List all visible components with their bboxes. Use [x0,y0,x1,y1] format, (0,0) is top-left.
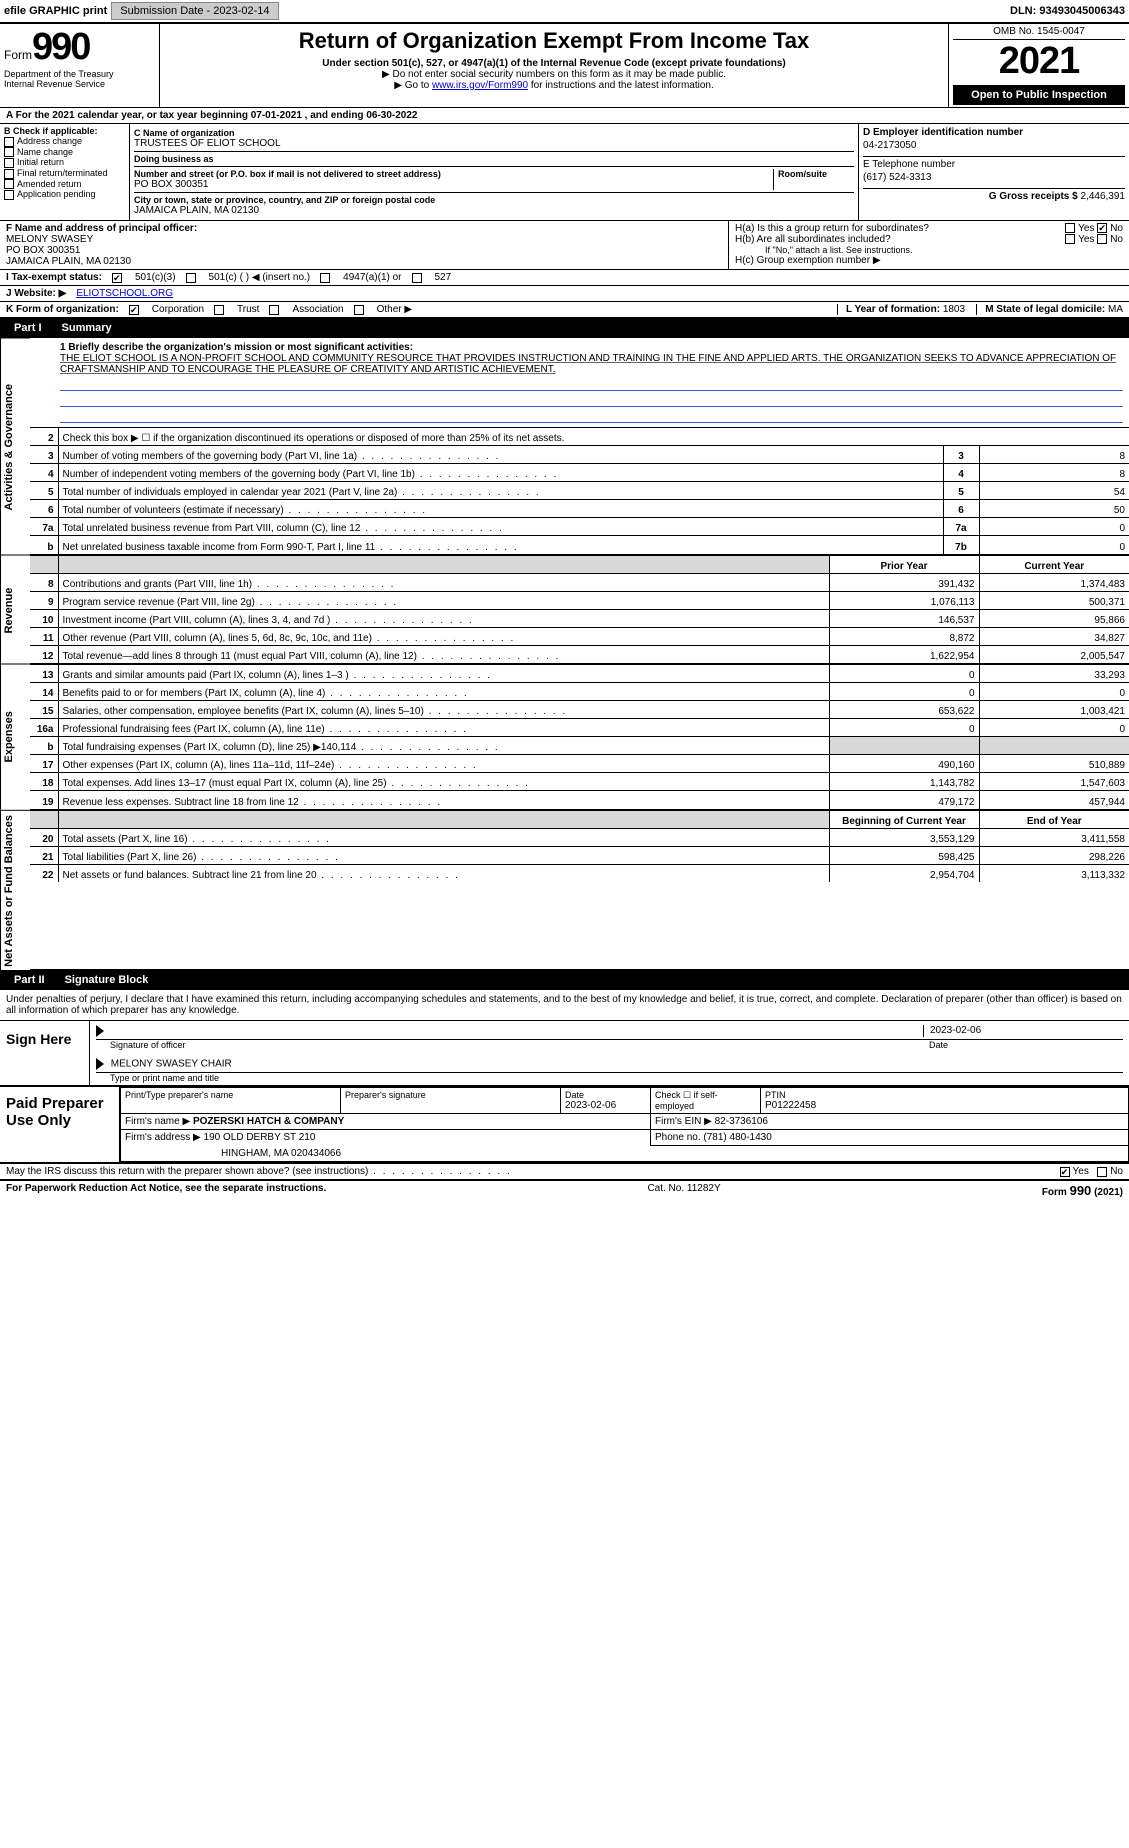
trust-checkbox[interactable] [214,305,224,315]
open-public-badge: Open to Public Inspection [953,85,1125,105]
phone: (617) 524-3313 [863,171,1125,184]
omb-number: OMB No. 1545-0047 [953,26,1125,40]
hb-no-checkbox[interactable] [1097,234,1107,244]
arrow-icon [96,1058,104,1070]
firm-phone: (781) 480-1430 [703,1132,771,1143]
sign-here-label: Sign Here [0,1021,90,1085]
submission-date-button[interactable]: Submission Date - 2023-02-14 [111,2,278,20]
dept-label: Department of the Treasury [4,69,155,79]
revenue-table: Prior YearCurrent Year8Contributions and… [30,555,1129,664]
form-note-1: ▶ Do not enter social security numbers o… [164,69,944,80]
page-footer: For Paperwork Reduction Act Notice, see … [0,1181,1129,1200]
signature-block: Under penalties of perjury, I declare th… [0,990,1129,1181]
hb-yes-checkbox[interactable] [1065,234,1075,244]
irs-label: Internal Revenue Service [4,79,155,89]
form-title: Return of Organization Exempt From Incom… [164,28,944,54]
form-number-block: Form990 [4,26,155,69]
officer-name-title: MELONY SWASEY CHAIR [111,1059,232,1070]
part2-header: Part II Signature Block [0,970,1129,990]
checkbox[interactable] [4,179,14,189]
discuss-no-checkbox[interactable] [1097,1167,1107,1177]
discuss-yes-checkbox[interactable] [1060,1167,1070,1177]
net-assets-table: Beginning of Current YearEnd of Year20To… [30,810,1129,883]
corp-checkbox[interactable] [129,305,139,315]
org-name: TRUSTEES OF ELIOT SCHOOL [134,138,854,149]
501c-checkbox[interactable] [186,273,196,283]
527-checkbox[interactable] [412,273,422,283]
row-j: J Website: ▶ ELIOTSCHOOL.ORG [0,286,1129,302]
form-word: Form [4,48,32,62]
ha-no-checkbox[interactable] [1097,223,1107,233]
firm-name: POZERSKI HATCH & COMPANY [193,1116,344,1127]
form-number: 990 [32,26,89,68]
gross-receipts: 2,446,391 [1081,191,1126,202]
dln-label: DLN: 93493045006343 [1010,5,1125,17]
street: PO BOX 300351 [134,179,769,190]
assoc-checkbox[interactable] [269,305,279,315]
row-k: K Form of organization: Corporation Trus… [0,302,1129,318]
ptin: P01222458 [765,1100,1124,1111]
officer-name: MELONY SWASEY [6,234,722,245]
mission-text: THE ELIOT SCHOOL IS A NON-PROFIT SCHOOL … [60,353,1123,375]
section-net-assets: Net Assets or Fund Balances [0,810,30,971]
block-fh: F Name and address of principal officer:… [0,221,1129,270]
form-header: Form990 Department of the Treasury Inter… [0,22,1129,108]
checkbox[interactable] [4,169,14,179]
irs-link[interactable]: www.irs.gov/Form990 [432,80,528,91]
part1-header: Part I Summary [0,318,1129,338]
form-subtitle: Under section 501(c), 527, or 4947(a)(1)… [164,58,944,69]
summary-section: Activities & Governance 1 Briefly descri… [0,338,1129,970]
section-governance: Activities & Governance [0,338,30,555]
other-checkbox[interactable] [354,305,364,315]
preparer-block: Paid Preparer Use Only Print/Type prepar… [0,1087,1129,1164]
city: JAMAICA PLAIN, MA 02130 [134,205,854,216]
expenses-table: 13Grants and similar amounts paid (Part … [30,664,1129,809]
col-b: B Check if applicable: Address changeNam… [0,124,130,220]
row-i: I Tax-exempt status: 501(c)(3) 501(c) ( … [0,270,1129,286]
checkbox[interactable] [4,137,14,147]
state-domicile: MA [1108,304,1123,315]
501c3-checkbox[interactable] [112,273,122,283]
line-a: A For the 2021 calendar year, or tax yea… [0,108,1129,124]
ein: 04-2173050 [863,139,1125,152]
section-expenses: Expenses [0,664,30,810]
checkbox[interactable] [4,158,14,168]
governance-table: 2Check this box ▶ ☐ if the organization … [30,427,1129,554]
sig-date: 2023-02-06 [923,1025,1123,1037]
firm-ein: 82-3736106 [715,1116,768,1127]
4947-checkbox[interactable] [320,273,330,283]
efile-label: efile GRAPHIC print [4,5,107,17]
perjury-text: Under penalties of perjury, I declare th… [0,990,1129,1021]
arrow-icon [96,1025,104,1037]
year-formation: 1803 [943,304,965,315]
checkbox[interactable] [4,147,14,157]
form-note-2: ▶ Go to www.irs.gov/Form990 for instruct… [164,80,944,91]
block-bcdeg: B Check if applicable: Address changeNam… [0,124,1129,221]
preparer-label: Paid Preparer Use Only [0,1087,120,1162]
section-revenue: Revenue [0,555,30,665]
may-discuss-row: May the IRS discuss this return with the… [0,1164,1129,1181]
checkbox[interactable] [4,190,14,200]
website-link[interactable]: ELIOTSCHOOL.ORG [76,288,173,299]
tax-year: 2021 [953,40,1125,83]
col-c: C Name of organization TRUSTEES OF ELIOT… [130,124,859,220]
col-de: D Employer identification number 04-2173… [859,124,1129,220]
mission-block: 1 Briefly describe the organization's mi… [30,338,1129,427]
ha-yes-checkbox[interactable] [1065,223,1075,233]
topbar: efile GRAPHIC print Submission Date - 20… [0,0,1129,22]
